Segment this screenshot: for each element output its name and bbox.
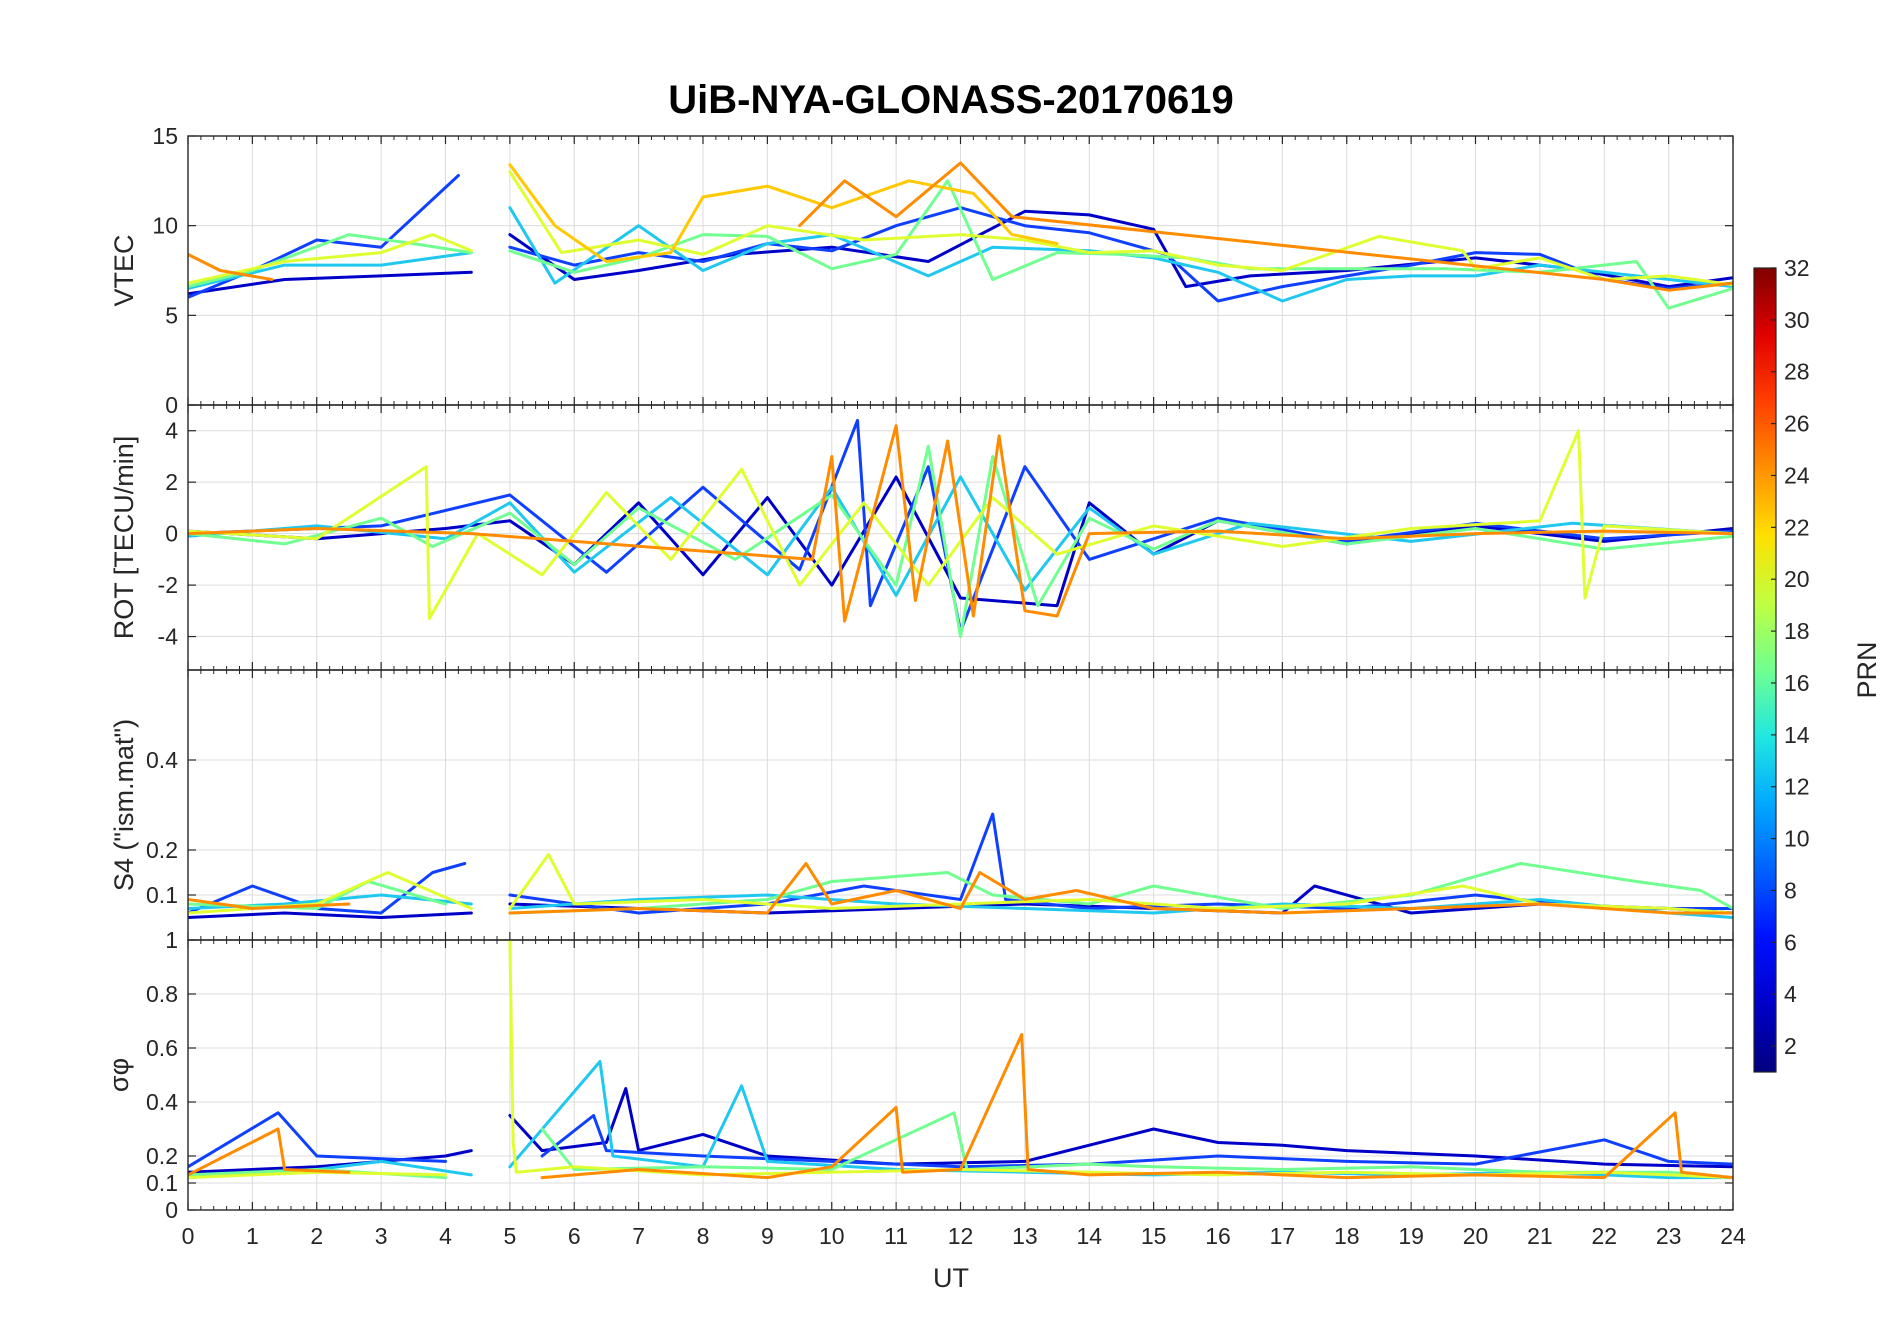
y-tick-label: 0	[165, 392, 178, 418]
y-axis-label-vtec: VTEC	[109, 234, 139, 306]
x-tick-label: 6	[568, 1223, 581, 1249]
series-prn-24-sigma	[188, 1033, 1733, 1180]
y-tick-label: 0.8	[146, 981, 178, 1007]
y-axis-label-sigma: σφ	[104, 1058, 134, 1092]
y-axis-label-s4: S4 ("ism.mat")	[109, 719, 139, 891]
y-tick-label: 1	[165, 927, 178, 953]
colorbar-tick-label: 12	[1784, 774, 1810, 800]
x-tick-label: 3	[375, 1223, 388, 1249]
y-tick-label: 0	[165, 521, 178, 547]
x-tick-label: 5	[503, 1223, 516, 1249]
y-tick-label: 0.1	[146, 1170, 178, 1196]
y-tick-label: 0.6	[146, 1035, 178, 1061]
colorbar-tick-label: 20	[1784, 566, 1810, 592]
colorbar-tick-label: 4	[1784, 981, 1797, 1007]
x-tick-label: 7	[632, 1223, 645, 1249]
colorbar-tick-label: 2	[1784, 1033, 1797, 1059]
colorbar-tick-label: 28	[1784, 359, 1810, 385]
colorbar-tick-label: 18	[1784, 618, 1810, 644]
y-axis-label-rot: ROT [TECU/min]	[109, 436, 139, 640]
series-prn-23-vtec	[188, 252, 274, 281]
y-tick-label: 5	[165, 302, 178, 328]
panel-s4: 0.1 0.2 0.4 S4 ("ism.mat")	[109, 669, 1734, 941]
series-prn-24-rot	[188, 424, 1733, 623]
x-tick-label: 10	[819, 1223, 845, 1249]
panel-frame	[187, 939, 1734, 1211]
series-prn-2-vtec	[188, 209, 1733, 296]
series-prn-19-rot	[188, 429, 1733, 620]
panel-vtec: 0 5 10 15 VTEC	[109, 123, 1734, 418]
colorbar-label: PRN	[1852, 641, 1882, 698]
x-tick-label: 20	[1463, 1223, 1489, 1249]
y-tick-label: 0.4	[146, 747, 178, 773]
series-prn-21-vtec	[508, 163, 1059, 263]
series-prn-11-rot	[188, 475, 1733, 597]
series-prn-24-s4	[188, 862, 1733, 915]
x-tick-label: 2	[310, 1223, 323, 1249]
y-tick-label: 0.4	[146, 1089, 178, 1115]
x-tick-label: 23	[1656, 1223, 1682, 1249]
y-tick-label: 15	[152, 123, 178, 149]
x-tick-label: 9	[761, 1223, 774, 1249]
x-tick-label: 4	[439, 1223, 452, 1249]
y-tick-label: 10	[152, 213, 178, 239]
y-tick-label: 0.2	[146, 1143, 178, 1169]
series-prn-6-rot	[188, 418, 1733, 633]
colorbar-tick-label: 16	[1784, 670, 1810, 696]
x-tick-label: 18	[1334, 1223, 1360, 1249]
x-tick-label: 14	[1076, 1223, 1102, 1249]
x-tick-label: 11	[884, 1223, 908, 1249]
x-tick-label: 16	[1205, 1223, 1231, 1249]
colorbar-tick-label: 24	[1784, 462, 1810, 488]
x-tick-label: 24	[1720, 1223, 1746, 1249]
chart-title: UiB-NYA-GLONASS-20170619	[668, 78, 1233, 122]
x-tick-label: 22	[1591, 1223, 1617, 1249]
colorbar-tick-label: 22	[1784, 514, 1810, 540]
series-prn-15-s4	[188, 862, 1733, 915]
x-tick-label: 19	[1398, 1223, 1424, 1249]
x-tick-label: 21	[1527, 1223, 1553, 1249]
x-tick-label: 17	[1270, 1223, 1296, 1249]
x-tick-label: 8	[697, 1223, 710, 1249]
colorbar-tick-label: 14	[1784, 722, 1810, 748]
series-prn-24-vtec	[798, 161, 1733, 292]
x-tick-label: 12	[948, 1223, 974, 1249]
y-tick-label: 2	[165, 469, 178, 495]
panel-rot: -4 -2 0 2 4 ROT [TECU/min]	[109, 404, 1734, 671]
y-tick-label: -4	[158, 624, 179, 650]
y-tick-label: -2	[158, 572, 178, 598]
x-tick-label: 0	[182, 1223, 195, 1249]
colorbar-tick-label: 26	[1784, 411, 1810, 437]
colorbar-tick-label: 6	[1784, 929, 1797, 955]
y-tick-label: 0.2	[146, 837, 178, 863]
colorbar-tick-label: 10	[1784, 826, 1810, 852]
y-tick-label: 0	[165, 1197, 178, 1223]
colorbar-gradient	[1753, 267, 1777, 1073]
series-prn-19-vtec	[188, 170, 1733, 287]
x-axis-label: UT	[933, 1263, 969, 1293]
x-tick-label: 1	[246, 1223, 259, 1249]
x-tick-label: 13	[1012, 1223, 1038, 1249]
panel-sigma: 00.10.2 0.4 0.6 0.8 1 σφ	[104, 927, 1734, 1223]
colorbar-tick-label: 8	[1784, 877, 1797, 903]
y-tick-label: 4	[165, 418, 178, 444]
colorbar-tick-label: 32	[1784, 255, 1810, 281]
colorbar-tick-label: 30	[1784, 307, 1810, 333]
y-tick-label: 0.1	[146, 882, 178, 908]
x-tick-label: 15	[1141, 1223, 1167, 1249]
